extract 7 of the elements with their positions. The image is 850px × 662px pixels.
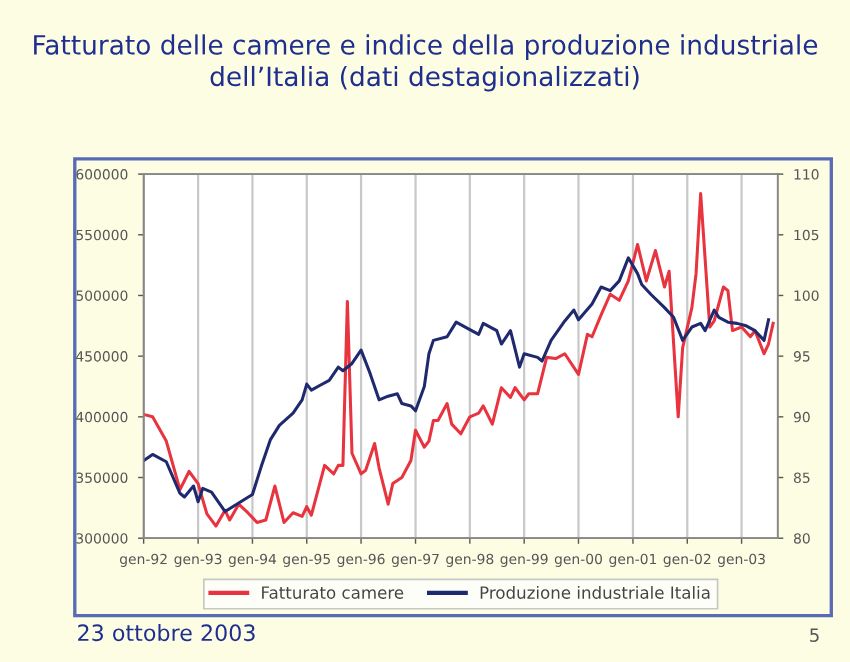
line-series [143,191,775,528]
legend-label: Fatturato camere [262,586,404,599]
chart-title: Fatturato delle camere e indice della produzione industriale dell’Italia (dati destagionalizzati) [34,34,818,92]
legend-label: Produzione industriale Italia [480,585,710,599]
text: 5 [810,628,819,642]
line-series [143,256,771,514]
text: 23 ottobre 2003 [78,623,255,642]
